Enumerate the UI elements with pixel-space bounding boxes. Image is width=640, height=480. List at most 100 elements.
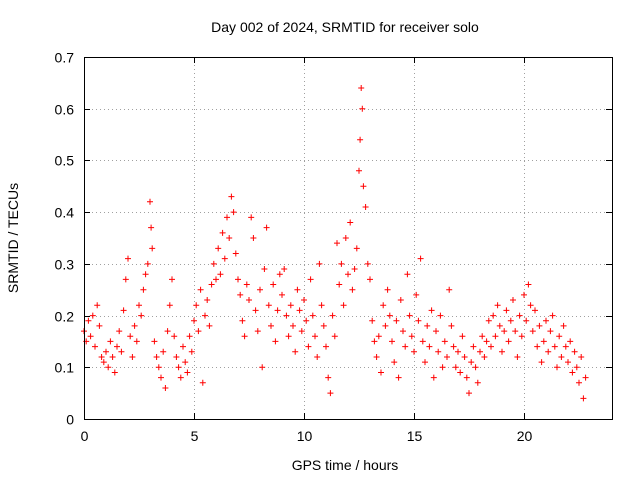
data-point <box>144 260 151 267</box>
data-point <box>290 322 296 329</box>
data-point <box>534 343 541 350</box>
data-point <box>463 374 470 381</box>
data-point <box>213 276 219 283</box>
data-point <box>360 183 367 190</box>
data-point <box>235 276 241 283</box>
data-point <box>268 322 274 329</box>
data-point <box>426 343 433 350</box>
data-point <box>492 333 499 340</box>
data-point <box>532 307 538 314</box>
data-point <box>479 333 486 340</box>
data-point <box>378 369 384 376</box>
data-point <box>118 348 125 355</box>
grid <box>84 57 612 419</box>
data-point <box>501 328 508 335</box>
data-point <box>197 286 204 293</box>
x-tick-labels: 0 5 10 15 20 <box>81 428 533 444</box>
data-point <box>85 317 92 324</box>
data-point <box>525 281 532 288</box>
data-point <box>239 317 246 324</box>
data-point <box>338 260 345 267</box>
data-point <box>140 286 147 293</box>
data-point <box>180 343 186 350</box>
data-point <box>461 353 468 360</box>
data-point <box>325 374 332 381</box>
data-point <box>219 229 226 236</box>
data-point <box>237 291 244 298</box>
y-axis-label: SRMTID / TECUs <box>5 183 21 293</box>
data-point <box>323 343 329 350</box>
data-point <box>404 271 411 278</box>
data-point <box>386 312 393 319</box>
data-point <box>472 364 479 371</box>
data-point <box>529 328 536 335</box>
data-point <box>199 379 206 386</box>
data-point <box>191 317 197 324</box>
data-point <box>292 348 299 355</box>
data-point <box>382 322 389 329</box>
data-points <box>81 85 589 402</box>
data-point <box>318 302 325 309</box>
data-point <box>554 364 560 371</box>
data-point <box>215 245 222 252</box>
data-point <box>105 364 112 371</box>
data-point <box>435 348 442 355</box>
x-tick-label: 20 <box>517 428 533 444</box>
data-point <box>184 369 191 376</box>
data-point <box>400 328 406 335</box>
data-point <box>109 353 116 360</box>
data-point <box>362 203 369 210</box>
data-point <box>336 281 343 288</box>
data-point <box>314 353 321 360</box>
data-point <box>507 317 514 324</box>
data-point <box>94 302 101 309</box>
data-point <box>411 348 417 355</box>
data-point <box>89 312 96 319</box>
data-point <box>441 338 448 345</box>
data-point <box>173 353 180 360</box>
data-point <box>162 384 169 391</box>
data-point <box>505 338 512 345</box>
data-point <box>151 338 158 345</box>
data-point <box>329 312 336 319</box>
data-point <box>558 353 565 360</box>
data-point <box>342 235 349 241</box>
data-point <box>450 343 457 350</box>
data-point <box>166 302 173 309</box>
data-point <box>543 317 549 324</box>
data-point <box>444 353 450 360</box>
data-point <box>155 364 162 371</box>
data-point <box>527 302 534 309</box>
data-point <box>573 364 580 371</box>
data-point <box>503 307 510 314</box>
data-point <box>380 302 387 309</box>
data-point <box>437 312 444 319</box>
data-point <box>243 281 250 288</box>
data-point <box>221 255 228 262</box>
data-point <box>327 390 334 397</box>
data-point <box>158 374 164 381</box>
data-point <box>111 369 118 376</box>
data-point <box>298 328 305 335</box>
data-point <box>369 317 376 324</box>
data-point <box>477 348 483 355</box>
data-point <box>193 302 200 309</box>
x-tick-label: 10 <box>297 428 313 444</box>
data-point <box>494 302 501 309</box>
data-point <box>466 390 472 397</box>
data-point <box>153 353 160 360</box>
data-point <box>285 333 292 340</box>
data-point <box>347 219 354 226</box>
data-point <box>316 260 323 267</box>
data-point <box>87 333 94 340</box>
data-point <box>375 333 382 340</box>
data-point <box>138 312 145 319</box>
data-point <box>265 302 272 309</box>
data-point <box>270 281 277 288</box>
data-point <box>353 245 360 252</box>
data-point <box>272 338 279 345</box>
data-point <box>287 302 294 309</box>
data-point <box>195 328 202 335</box>
data-point <box>485 317 492 324</box>
